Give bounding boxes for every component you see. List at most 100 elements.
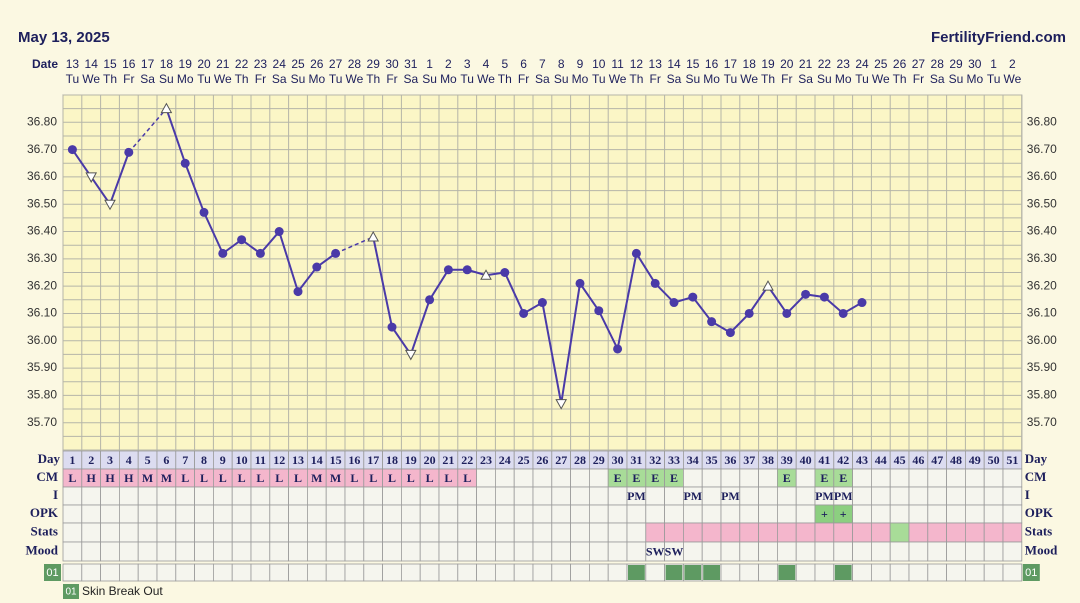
- row-label: Day: [38, 451, 61, 466]
- weekday-label: Mo: [177, 72, 194, 86]
- row-cell: [701, 504, 722, 524]
- symptom-cell: [457, 563, 477, 582]
- cm-cell-text: E: [632, 471, 640, 485]
- date-label: 29: [949, 57, 963, 71]
- cm-cell-text: H: [124, 471, 134, 485]
- row-cell: [476, 504, 496, 524]
- row-cell: [212, 541, 233, 562]
- day-cell-text: 29: [593, 453, 605, 467]
- day-cell-text: 40: [800, 453, 812, 467]
- y-tick-label-right: 36.20: [1027, 278, 1057, 292]
- row-cell: [927, 468, 947, 488]
- row-cell: [551, 486, 571, 506]
- date-label: 8: [558, 57, 565, 71]
- day-cell-text: 6: [163, 453, 169, 467]
- day-cell-text: 22: [461, 453, 473, 467]
- row-cell: [494, 504, 515, 524]
- date-label: 30: [968, 57, 982, 71]
- row-cell: [476, 541, 496, 562]
- row-cell: [758, 486, 778, 506]
- weekday-label: Fr: [123, 72, 134, 86]
- day-cell-text: 19: [405, 453, 417, 467]
- row-cell: [325, 522, 346, 543]
- row-cell: [532, 486, 553, 506]
- weekday-label: Th: [366, 72, 380, 86]
- temperature-point: [857, 298, 867, 308]
- row-cell: [156, 486, 177, 506]
- y-tick-label-right: 35.80: [1027, 388, 1057, 402]
- row-cell: [457, 541, 477, 562]
- weekday-label: Tu: [724, 72, 738, 86]
- i-cell-text: PM: [627, 489, 646, 503]
- y-tick-label-right: 36.60: [1027, 169, 1057, 183]
- weekday-label: Su: [685, 72, 700, 86]
- weekday-label: Mo: [440, 72, 457, 86]
- temperature-point: [744, 308, 754, 318]
- row-cell: [777, 504, 797, 524]
- day-cell-text: 51: [1006, 453, 1018, 467]
- row-cell: [231, 504, 252, 524]
- symptom-cell: [532, 563, 553, 582]
- symptom-cell: [419, 563, 440, 582]
- row-cell: [513, 486, 534, 506]
- weekday-label: Sa: [667, 72, 682, 86]
- symptom-code-box-right: [1022, 564, 1040, 581]
- row-cell: [306, 486, 327, 506]
- temperature-point: [631, 248, 641, 258]
- row-cell: [438, 504, 459, 524]
- row-cell: [62, 522, 83, 543]
- weekday-label: Tu: [197, 72, 211, 86]
- row-cell: [175, 522, 196, 543]
- row-cell: [570, 486, 590, 506]
- row-cell: [81, 522, 102, 543]
- date-label: 18: [743, 57, 757, 71]
- row-cell: [62, 504, 83, 524]
- date-label: 11: [611, 57, 624, 71]
- symptom-cell: [758, 563, 778, 582]
- day-cell-text: 28: [574, 453, 586, 467]
- y-tick-label: 35.80: [27, 388, 57, 402]
- day-cell-text: 4: [126, 453, 132, 467]
- row-cell: [589, 522, 609, 543]
- weekday-label: Mo: [572, 72, 589, 86]
- date-label: 31: [404, 57, 418, 71]
- row-cell: [325, 541, 346, 562]
- day-cell-text: 30: [612, 453, 624, 467]
- row-cell: [645, 504, 665, 524]
- cm-cell-text: L: [275, 471, 283, 485]
- row-cell: [720, 504, 741, 524]
- cm-cell-text: L: [426, 471, 434, 485]
- row-cell: [532, 522, 553, 543]
- row-cell: [494, 522, 515, 543]
- temperature-point: [575, 278, 585, 288]
- date-label: 13: [66, 57, 80, 71]
- date-label: 19: [761, 57, 775, 71]
- day-cell-text: 17: [367, 453, 379, 467]
- date-label: 9: [577, 57, 584, 71]
- row-cell: [194, 522, 214, 543]
- row-label-right: Stats: [1025, 523, 1052, 538]
- row-cell: [983, 522, 1004, 543]
- y-tick-label: 35.70: [27, 415, 57, 429]
- day-cell-text: 31: [630, 453, 642, 467]
- cm-cell-text: H: [87, 471, 97, 485]
- i-cell-text: PM: [815, 489, 834, 503]
- temperature-point: [801, 289, 811, 299]
- cm-cell-text: M: [330, 471, 341, 485]
- cm-cell-text: E: [820, 471, 828, 485]
- symptom-cell: [607, 563, 628, 582]
- y-tick-label: 36.60: [27, 169, 57, 183]
- cm-cell-text: L: [238, 471, 246, 485]
- weekday-label: We: [609, 72, 627, 86]
- temperature-point: [707, 317, 717, 327]
- day-cell-text: 20: [424, 453, 436, 467]
- symptom-mark: [778, 565, 796, 580]
- row-cell: [419, 486, 440, 506]
- weekday-label: Sa: [535, 72, 550, 86]
- date-label: 14: [667, 57, 681, 71]
- symptom-cell: [231, 563, 252, 582]
- weekday-label: Th: [893, 72, 907, 86]
- row-cell: [570, 468, 590, 488]
- cm-cell-text: L: [200, 471, 208, 485]
- row-cell: [1002, 468, 1023, 488]
